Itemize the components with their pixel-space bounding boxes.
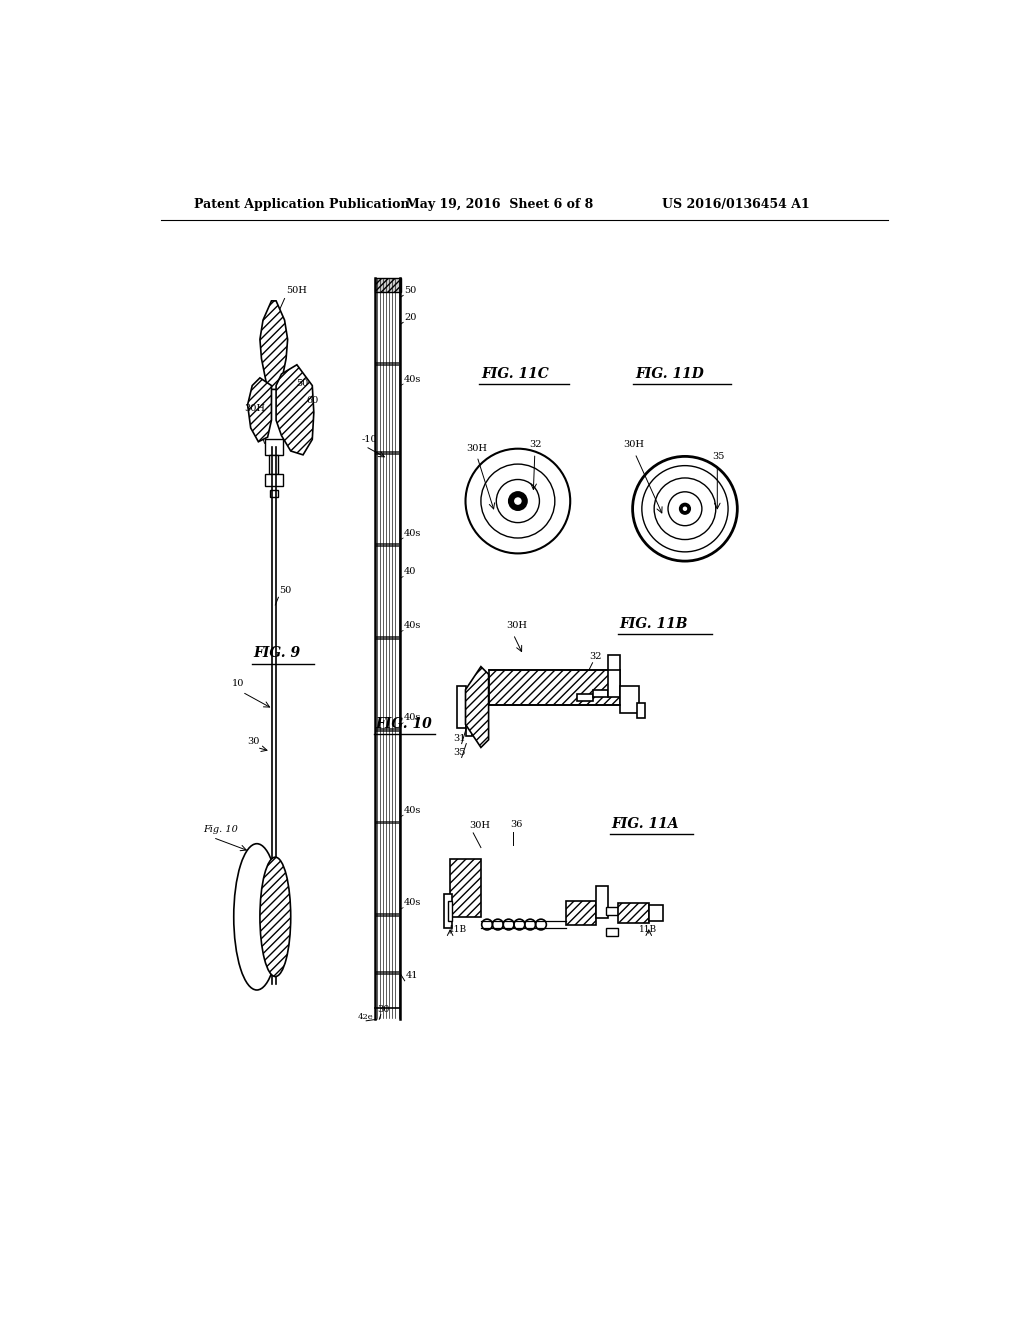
Text: 40s: 40s: [403, 807, 421, 814]
Text: 41: 41: [406, 972, 418, 981]
Text: 50H: 50H: [286, 286, 307, 296]
Bar: [617, 903, 649, 923]
Text: 40s: 40s: [403, 714, 421, 722]
Text: 30H: 30H: [245, 404, 265, 413]
Polygon shape: [466, 667, 488, 747]
Bar: [376, 544, 399, 548]
Text: FIG. 11D: FIG. 11D: [635, 367, 703, 381]
Text: 42e: 42e: [357, 1014, 374, 1022]
Circle shape: [509, 492, 527, 511]
Bar: [457, 686, 466, 729]
Text: FIG. 9: FIG. 9: [254, 647, 301, 660]
Bar: [264, 474, 283, 486]
Text: FIG. 10: FIG. 10: [376, 717, 432, 731]
Text: 20: 20: [403, 313, 417, 322]
Text: 11B: 11B: [449, 925, 467, 935]
Bar: [578, 693, 593, 701]
Bar: [376, 636, 399, 640]
Bar: [264, 440, 283, 455]
Bar: [444, 894, 452, 928]
Bar: [447, 902, 452, 921]
Bar: [606, 928, 617, 936]
Text: 11B: 11B: [639, 925, 656, 935]
Bar: [606, 907, 617, 915]
Text: 30H: 30H: [506, 622, 527, 630]
Bar: [451, 859, 481, 917]
Text: -10: -10: [361, 434, 377, 444]
Bar: [376, 970, 399, 974]
Text: Fig. 10: Fig. 10: [203, 825, 238, 834]
Text: 32: 32: [529, 440, 542, 449]
Text: 50: 50: [403, 286, 416, 296]
Bar: [596, 886, 608, 919]
Text: 60: 60: [306, 396, 318, 405]
Text: 40s: 40s: [403, 622, 421, 630]
Text: 30H: 30H: [466, 444, 487, 453]
Text: 35: 35: [712, 451, 724, 461]
Bar: [376, 729, 399, 733]
Ellipse shape: [260, 857, 291, 977]
Text: 40s: 40s: [403, 899, 421, 907]
Bar: [376, 913, 399, 917]
Text: FIG. 11B: FIG. 11B: [620, 618, 688, 631]
Text: 30: 30: [248, 737, 260, 746]
Text: 10: 10: [232, 678, 245, 688]
Text: 30: 30: [378, 1005, 390, 1014]
Text: FIG. 11C: FIG. 11C: [481, 367, 549, 381]
Bar: [608, 655, 620, 697]
Bar: [649, 906, 663, 921]
Polygon shape: [276, 364, 313, 455]
Circle shape: [683, 507, 686, 511]
Text: 50: 50: [296, 379, 308, 388]
Text: FIG. 11A: FIG. 11A: [611, 817, 679, 832]
Text: 36: 36: [510, 820, 522, 829]
Text: 31: 31: [454, 734, 466, 743]
Bar: [376, 363, 399, 367]
Bar: [565, 902, 596, 924]
Text: 40s: 40s: [403, 529, 421, 537]
Bar: [269, 455, 279, 474]
Bar: [620, 686, 639, 713]
Bar: [593, 689, 608, 697]
Bar: [270, 490, 278, 498]
Polygon shape: [248, 378, 271, 442]
Text: 50: 50: [280, 586, 292, 595]
Text: 30H: 30H: [624, 440, 644, 449]
Text: 30H: 30H: [469, 821, 490, 830]
Text: May 19, 2016  Sheet 6 of 8: May 19, 2016 Sheet 6 of 8: [407, 198, 594, 211]
Bar: [488, 671, 620, 705]
Bar: [376, 451, 399, 455]
Text: 35: 35: [454, 748, 466, 758]
Bar: [376, 821, 399, 825]
Text: US 2016/0136454 A1: US 2016/0136454 A1: [662, 198, 810, 211]
Circle shape: [515, 498, 521, 504]
Bar: [466, 709, 472, 737]
Text: Patent Application Publication: Patent Application Publication: [194, 198, 410, 211]
Circle shape: [680, 503, 690, 513]
Bar: [637, 702, 645, 718]
Text: 40: 40: [403, 568, 417, 577]
Polygon shape: [260, 301, 288, 389]
Text: 32: 32: [590, 652, 602, 661]
Bar: [375, 277, 400, 292]
Text: 40s: 40s: [403, 375, 421, 384]
